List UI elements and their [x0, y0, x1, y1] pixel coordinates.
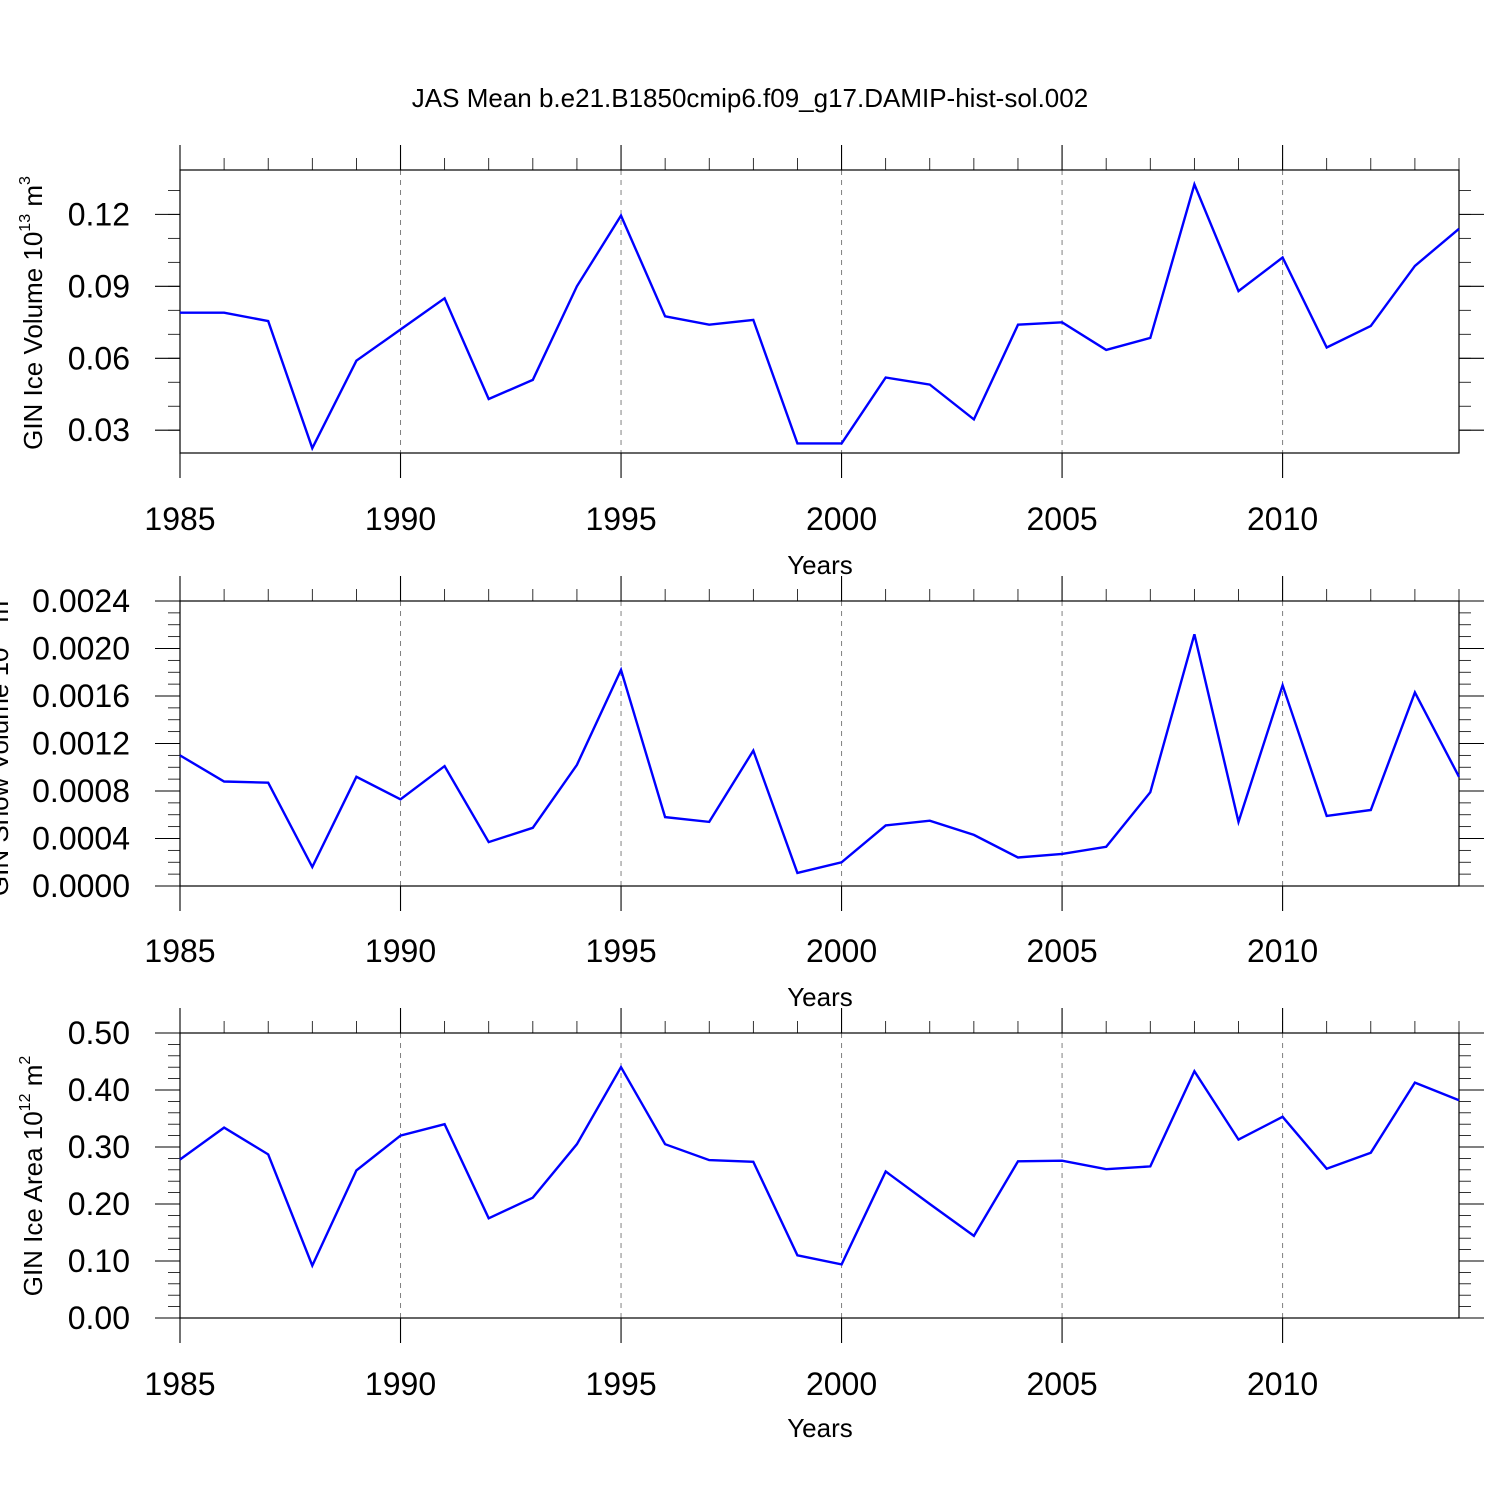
- snow-volume-y-tick-label: 0.0016: [32, 678, 130, 714]
- snow-volume-y-tick-label: 0.0012: [32, 726, 130, 762]
- snow-volume-panel: GIN Snow Volume 1013 m3 Years 0.0000 0.00…: [0, 576, 1484, 1012]
- ice-volume-y-tick-label: 0.09: [68, 268, 130, 304]
- ice-volume-y-tick-label: 0.12: [68, 196, 130, 232]
- ice-area-y-tick-label: 0.30: [68, 1129, 130, 1165]
- ice-volume-y-tick-label: 0.03: [68, 412, 130, 448]
- ice-area-x-tick-label: 1990: [365, 1366, 436, 1402]
- snow-volume-plot-frame: [179, 600, 1460, 887]
- ice-volume-x-tick-label: 2005: [1026, 501, 1097, 537]
- ice-area-y-tick-label: 0.20: [68, 1186, 130, 1222]
- ice-area-y-tick-label: 0.10: [68, 1243, 130, 1279]
- snow-volume-x-axis-label: Years: [787, 982, 853, 1012]
- snow-volume-x-tick-label: 1990: [365, 933, 436, 969]
- snow-volume-y-tick-label: 0.0020: [32, 631, 130, 667]
- ice-area-x-axis-label: Years: [787, 1413, 853, 1443]
- ice-area-y-tick-label: 0.40: [68, 1072, 130, 1108]
- ice-volume-x-tick-label: 2010: [1247, 501, 1318, 537]
- ice-volume-x-tick-label: 1995: [585, 501, 656, 537]
- ice-volume-y-axis-label: GIN Ice Volume 1013 m3: [17, 176, 48, 450]
- ice-area-x-tick-label: 2010: [1247, 1366, 1318, 1402]
- snow-volume-x-tick-label: 2005: [1026, 933, 1097, 969]
- snow-volume-y-axis-label: GIN Snow Volume 1013 m3: [0, 592, 14, 896]
- snow-volume-x-tick-label: 1985: [144, 933, 215, 969]
- snow-volume-x-tick-label: 2010: [1247, 933, 1318, 969]
- ice-volume-y-tick-label: 0.06: [68, 340, 130, 376]
- ice-volume-series-line: [180, 180, 1460, 452]
- snow-volume-y-tick-label: 0.0004: [32, 821, 130, 857]
- ice-area-y-axis-label: GIN Ice Area 1012 m2: [17, 1056, 48, 1297]
- ice-volume-plot-frame: [179, 169, 1460, 454]
- ice-area-x-tick-label: 1985: [144, 1366, 215, 1402]
- ice-volume-x-tick-label: 1985: [144, 501, 215, 537]
- ice-volume-x-axis-label: Years: [787, 550, 853, 580]
- ice-area-y-tick-label: 0.50: [68, 1015, 130, 1051]
- snow-volume-y-tick-label: 0.0008: [32, 773, 130, 809]
- snow-volume-x-tick-label: 2000: [806, 933, 877, 969]
- ice-area-y-tick-label: 0.00: [68, 1300, 130, 1336]
- figure-title: JAS Mean b.e21.B1850cmip6.f09_g17.DAMIP-…: [412, 83, 1088, 113]
- ice-volume-x-tick-label: 1990: [365, 501, 436, 537]
- ice-area-plot-frame: [179, 1032, 1460, 1319]
- ice-area-panel: GIN Ice Area 1012 m2 Years 0.00 0.10 0.20 0…: [17, 1008, 1484, 1443]
- snow-volume-y-tick-label: 0.0024: [32, 583, 130, 619]
- snow-volume-series-line: [179, 633, 1461, 875]
- ice-volume-x-tick-label: 2000: [806, 501, 877, 537]
- ice-area-series-line: [179, 1064, 1460, 1269]
- ice-volume-panel: GIN Ice Volume 1013 m3 Years 0.03 0.06 0.0…: [17, 145, 1484, 580]
- snow-volume-y-tick-label: 0.0000: [32, 868, 130, 904]
- ice-area-x-tick-label: 2000: [806, 1366, 877, 1402]
- ice-area-x-tick-label: 1995: [585, 1366, 656, 1402]
- snow-volume-x-tick-label: 1995: [585, 933, 656, 969]
- ice-area-x-tick-label: 2005: [1026, 1366, 1097, 1402]
